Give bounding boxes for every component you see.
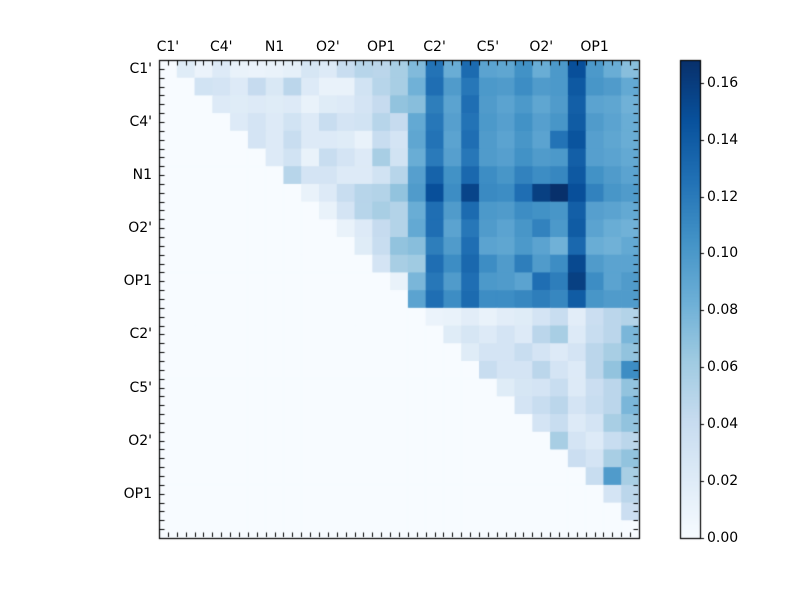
y-tick-label: O2' [128, 220, 152, 237]
x-tick-label: C4' [209, 39, 233, 55]
x-tick-label: O2' [529, 39, 554, 55]
y-tick-label: C2' [129, 326, 152, 343]
x-tick-label: OP1 [367, 39, 396, 55]
colorbar-tick-label: 0.02 [707, 473, 739, 490]
colorbar-tick-label: 0.16 [707, 74, 739, 91]
colorbar-tick-label: 0.00 [707, 530, 739, 546]
y-tick-label: OP1 [123, 485, 152, 502]
y-tick-label: OP1 [123, 273, 152, 290]
x-tick-label: OP1 [580, 39, 609, 55]
x-tick-label: N1 [264, 39, 285, 55]
y-tick-label: N1 [132, 167, 152, 184]
colorbar-tick-label: 0.14 [707, 131, 739, 148]
y-tick-label: C4' [129, 113, 152, 130]
colorbar-tick-label: 0.08 [707, 302, 739, 319]
y-tick-label: C5' [129, 379, 152, 396]
colorbar-tick-label: 0.10 [707, 245, 739, 262]
colorbar-tick-label: 0.12 [707, 188, 739, 205]
y-tick-label: O2' [128, 432, 152, 449]
colorbar-tick-label: 0.06 [707, 359, 739, 376]
x-tick-label: C5' [476, 39, 500, 55]
y-tick-label: C1' [129, 60, 152, 77]
x-tick-label: C1' [156, 39, 180, 55]
x-tick-label: C2' [423, 39, 446, 55]
x-tick-label: O2' [315, 39, 340, 55]
colorbar-tick-label: 0.04 [707, 416, 739, 433]
